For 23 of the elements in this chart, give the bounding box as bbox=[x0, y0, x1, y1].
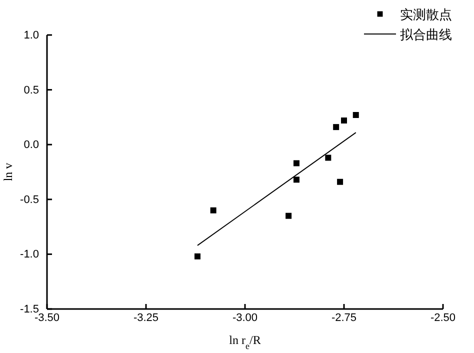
legend-label: 实测散点 bbox=[400, 8, 452, 23]
y-tick-label: -1.0 bbox=[20, 248, 39, 261]
point bbox=[293, 160, 300, 166]
legend-label: 拟合曲线 bbox=[400, 28, 452, 43]
x-tick-label: -2.75 bbox=[331, 312, 357, 324]
y-axis-title: ln v bbox=[1, 162, 15, 182]
x-tick-label: -3.25 bbox=[133, 312, 159, 324]
x-tick-label: -3.00 bbox=[232, 312, 258, 324]
y-tick-label: 1.0 bbox=[24, 30, 39, 42]
y-tick-label: 0.0 bbox=[24, 139, 39, 152]
point bbox=[194, 253, 200, 260]
y-tick-label: 0.5 bbox=[24, 84, 39, 96]
point bbox=[286, 212, 292, 219]
x-tick-label: -2.50 bbox=[430, 312, 456, 324]
point bbox=[333, 124, 340, 130]
y-tick-label: -0.5 bbox=[20, 194, 39, 206]
x-axis-title: ln r$_{e}$/R bbox=[229, 333, 261, 351]
point bbox=[341, 117, 347, 124]
point bbox=[337, 178, 344, 185]
point bbox=[325, 154, 332, 161]
point bbox=[352, 112, 359, 118]
point bbox=[293, 176, 300, 183]
point bbox=[210, 207, 216, 214]
